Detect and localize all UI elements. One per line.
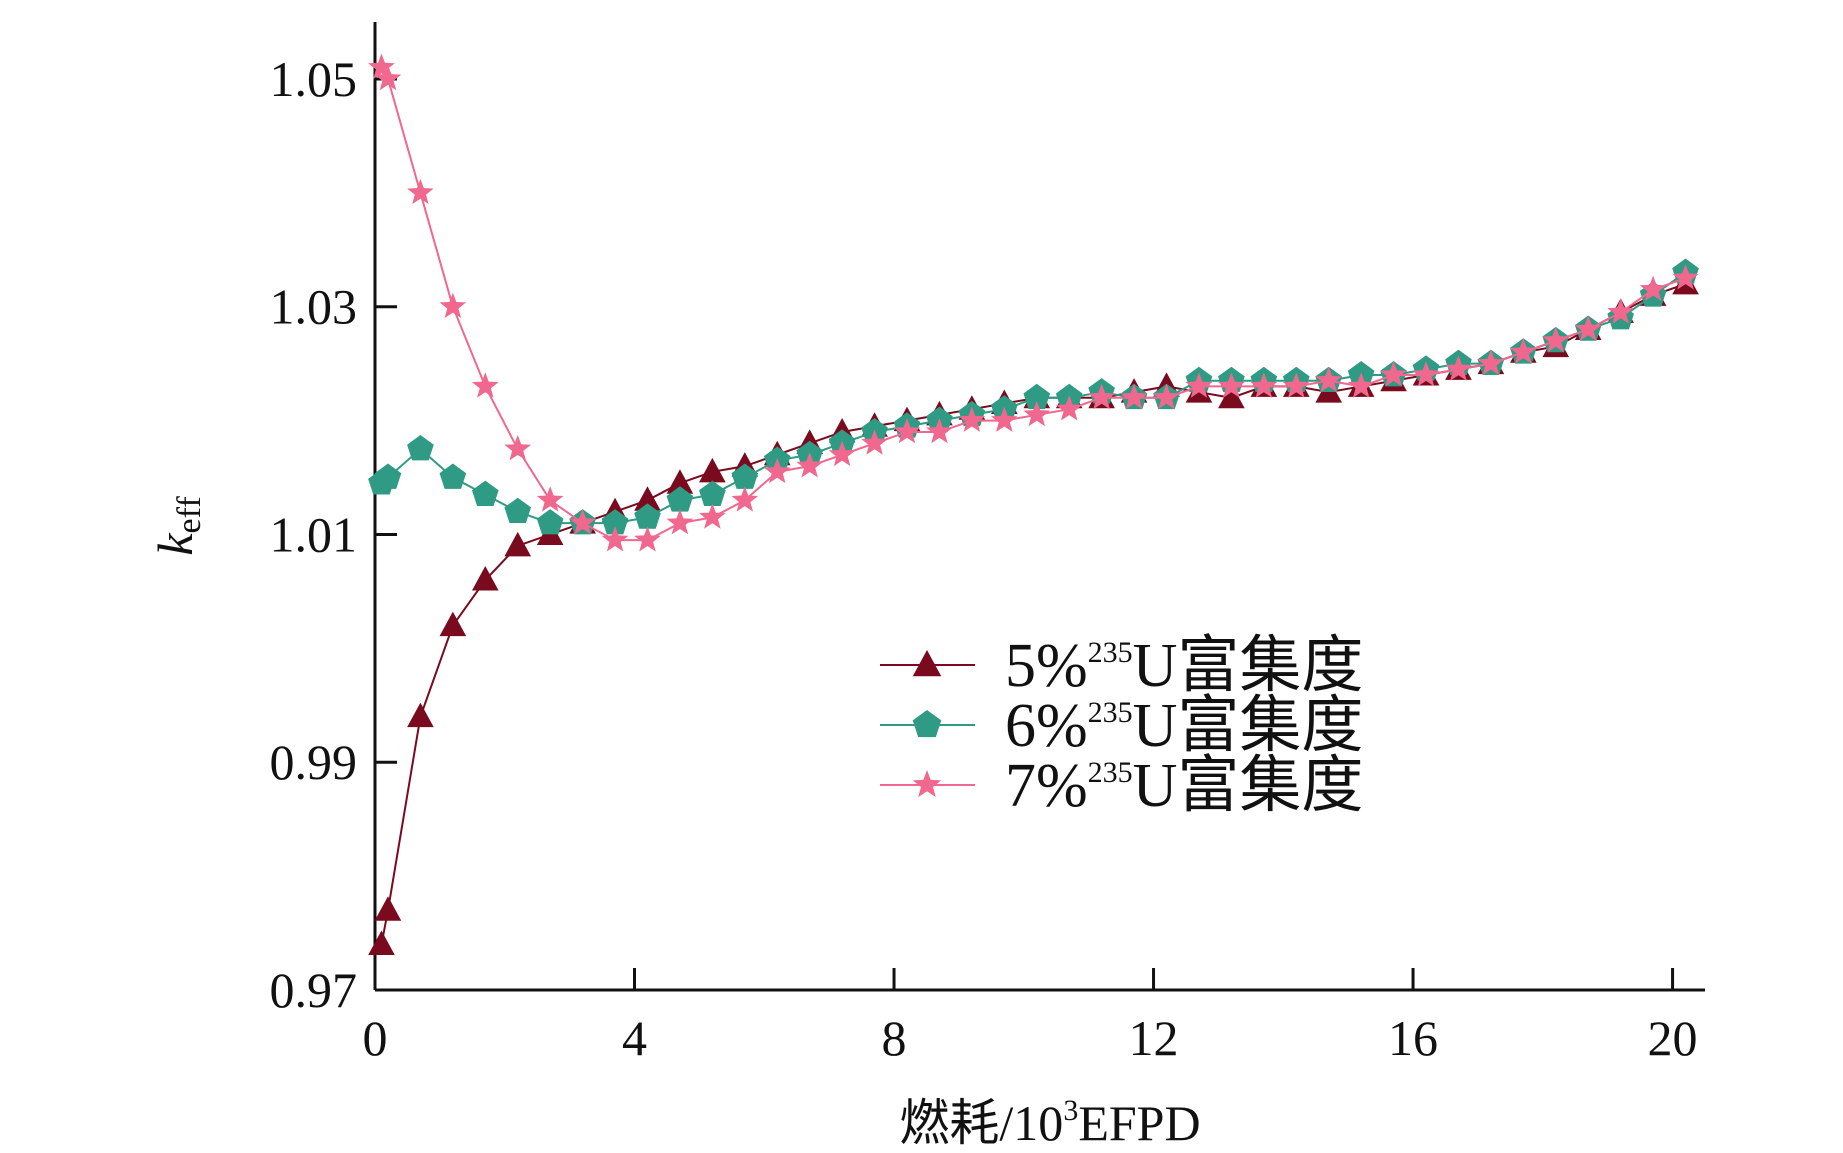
data-point (699, 503, 726, 529)
y-tick-label: 1.03 (270, 279, 358, 335)
data-point (471, 480, 499, 506)
y-axis-title: keff (147, 496, 208, 556)
data-point (439, 463, 467, 489)
x-axis-title: 燃耗/103EFPD (899, 1094, 1200, 1151)
data-point (1412, 361, 1440, 387)
legend-marker (912, 770, 942, 798)
data-point (368, 53, 395, 79)
data-point (439, 292, 467, 319)
data-point (893, 417, 921, 444)
data-point (796, 452, 823, 478)
data-point (1218, 372, 1245, 398)
data-point (731, 463, 759, 489)
data-point (1477, 349, 1505, 375)
series-layer (368, 53, 1699, 955)
series-3 (368, 53, 1699, 552)
data-point (666, 509, 694, 535)
data-point (439, 611, 467, 637)
data-point (699, 457, 726, 483)
legend-item: 5%235U富集度 (880, 632, 1363, 700)
data-point (1607, 298, 1634, 324)
data-point (1153, 383, 1180, 410)
data-point (1542, 326, 1570, 353)
legend-marker (912, 650, 942, 677)
x-tick-label: 16 (1388, 1010, 1438, 1066)
axes (373, 22, 1705, 992)
data-point (1023, 400, 1051, 427)
data-point (374, 463, 402, 489)
data-point (634, 486, 661, 511)
data-point (407, 178, 434, 205)
y-tick-label: 0.97 (270, 962, 358, 1018)
data-point (504, 531, 532, 557)
data-point (471, 372, 499, 398)
legend-item: 7%235U富集度 (880, 752, 1363, 820)
x-tick-label: 8 (882, 1010, 907, 1066)
data-point (991, 406, 1018, 432)
data-point (1445, 355, 1472, 381)
data-point (504, 497, 532, 524)
data-point (634, 526, 661, 552)
data-point (1185, 372, 1213, 398)
data-point (1120, 383, 1148, 410)
data-point (1218, 383, 1245, 409)
legend-label: 5%235U富集度 (1005, 632, 1363, 700)
data-point (504, 435, 532, 461)
data-point (368, 930, 395, 955)
data-point (634, 503, 661, 529)
legend-label: 7%235U富集度 (1005, 752, 1363, 820)
data-point (601, 509, 629, 535)
data-point (926, 417, 953, 444)
data-point (407, 435, 434, 461)
data-point (1315, 366, 1343, 393)
data-point (731, 486, 759, 512)
data-point (569, 509, 596, 535)
data-point (1088, 383, 1115, 410)
ticks: 0 4 8 12 16 20 0.97 0.99 1.01 1.03 1.05 (270, 51, 1698, 1066)
series-line (380, 282, 1686, 945)
x-tick-label: 12 (1129, 1010, 1179, 1066)
data-point (374, 64, 402, 91)
data-point (1574, 315, 1602, 341)
data-point (861, 429, 888, 455)
legend-item: 6%235U富集度 (880, 692, 1363, 760)
data-point (666, 486, 694, 512)
data-point (1380, 361, 1407, 387)
data-point (666, 469, 694, 494)
data-point (536, 509, 564, 535)
y-tick-label: 1.05 (270, 51, 358, 107)
y-tick-label: 0.99 (270, 734, 358, 790)
data-point (763, 457, 791, 484)
data-point (407, 702, 434, 728)
data-point (699, 480, 726, 506)
x-tick-label: 20 (1648, 1010, 1698, 1066)
data-point (471, 566, 499, 591)
series-2 (368, 258, 1699, 535)
x-tick-label: 0 (363, 1010, 388, 1066)
data-point (374, 896, 402, 921)
data-point (1055, 395, 1083, 421)
x-tick-label: 4 (622, 1010, 647, 1066)
legend-label: 6%235U富集度 (1005, 692, 1363, 760)
data-point (1510, 338, 1537, 364)
data-point (1672, 264, 1699, 290)
series-line (380, 67, 1686, 542)
legend-marker (912, 710, 942, 738)
data-point (601, 526, 629, 552)
y-tick-label: 1.01 (270, 506, 358, 562)
data-point (1347, 372, 1375, 398)
data-point (1023, 383, 1051, 410)
data-point (958, 406, 986, 432)
data-point (1639, 275, 1667, 301)
data-point (1250, 372, 1278, 398)
data-point (536, 486, 564, 512)
data-point (828, 440, 856, 467)
data-point (1282, 372, 1310, 398)
